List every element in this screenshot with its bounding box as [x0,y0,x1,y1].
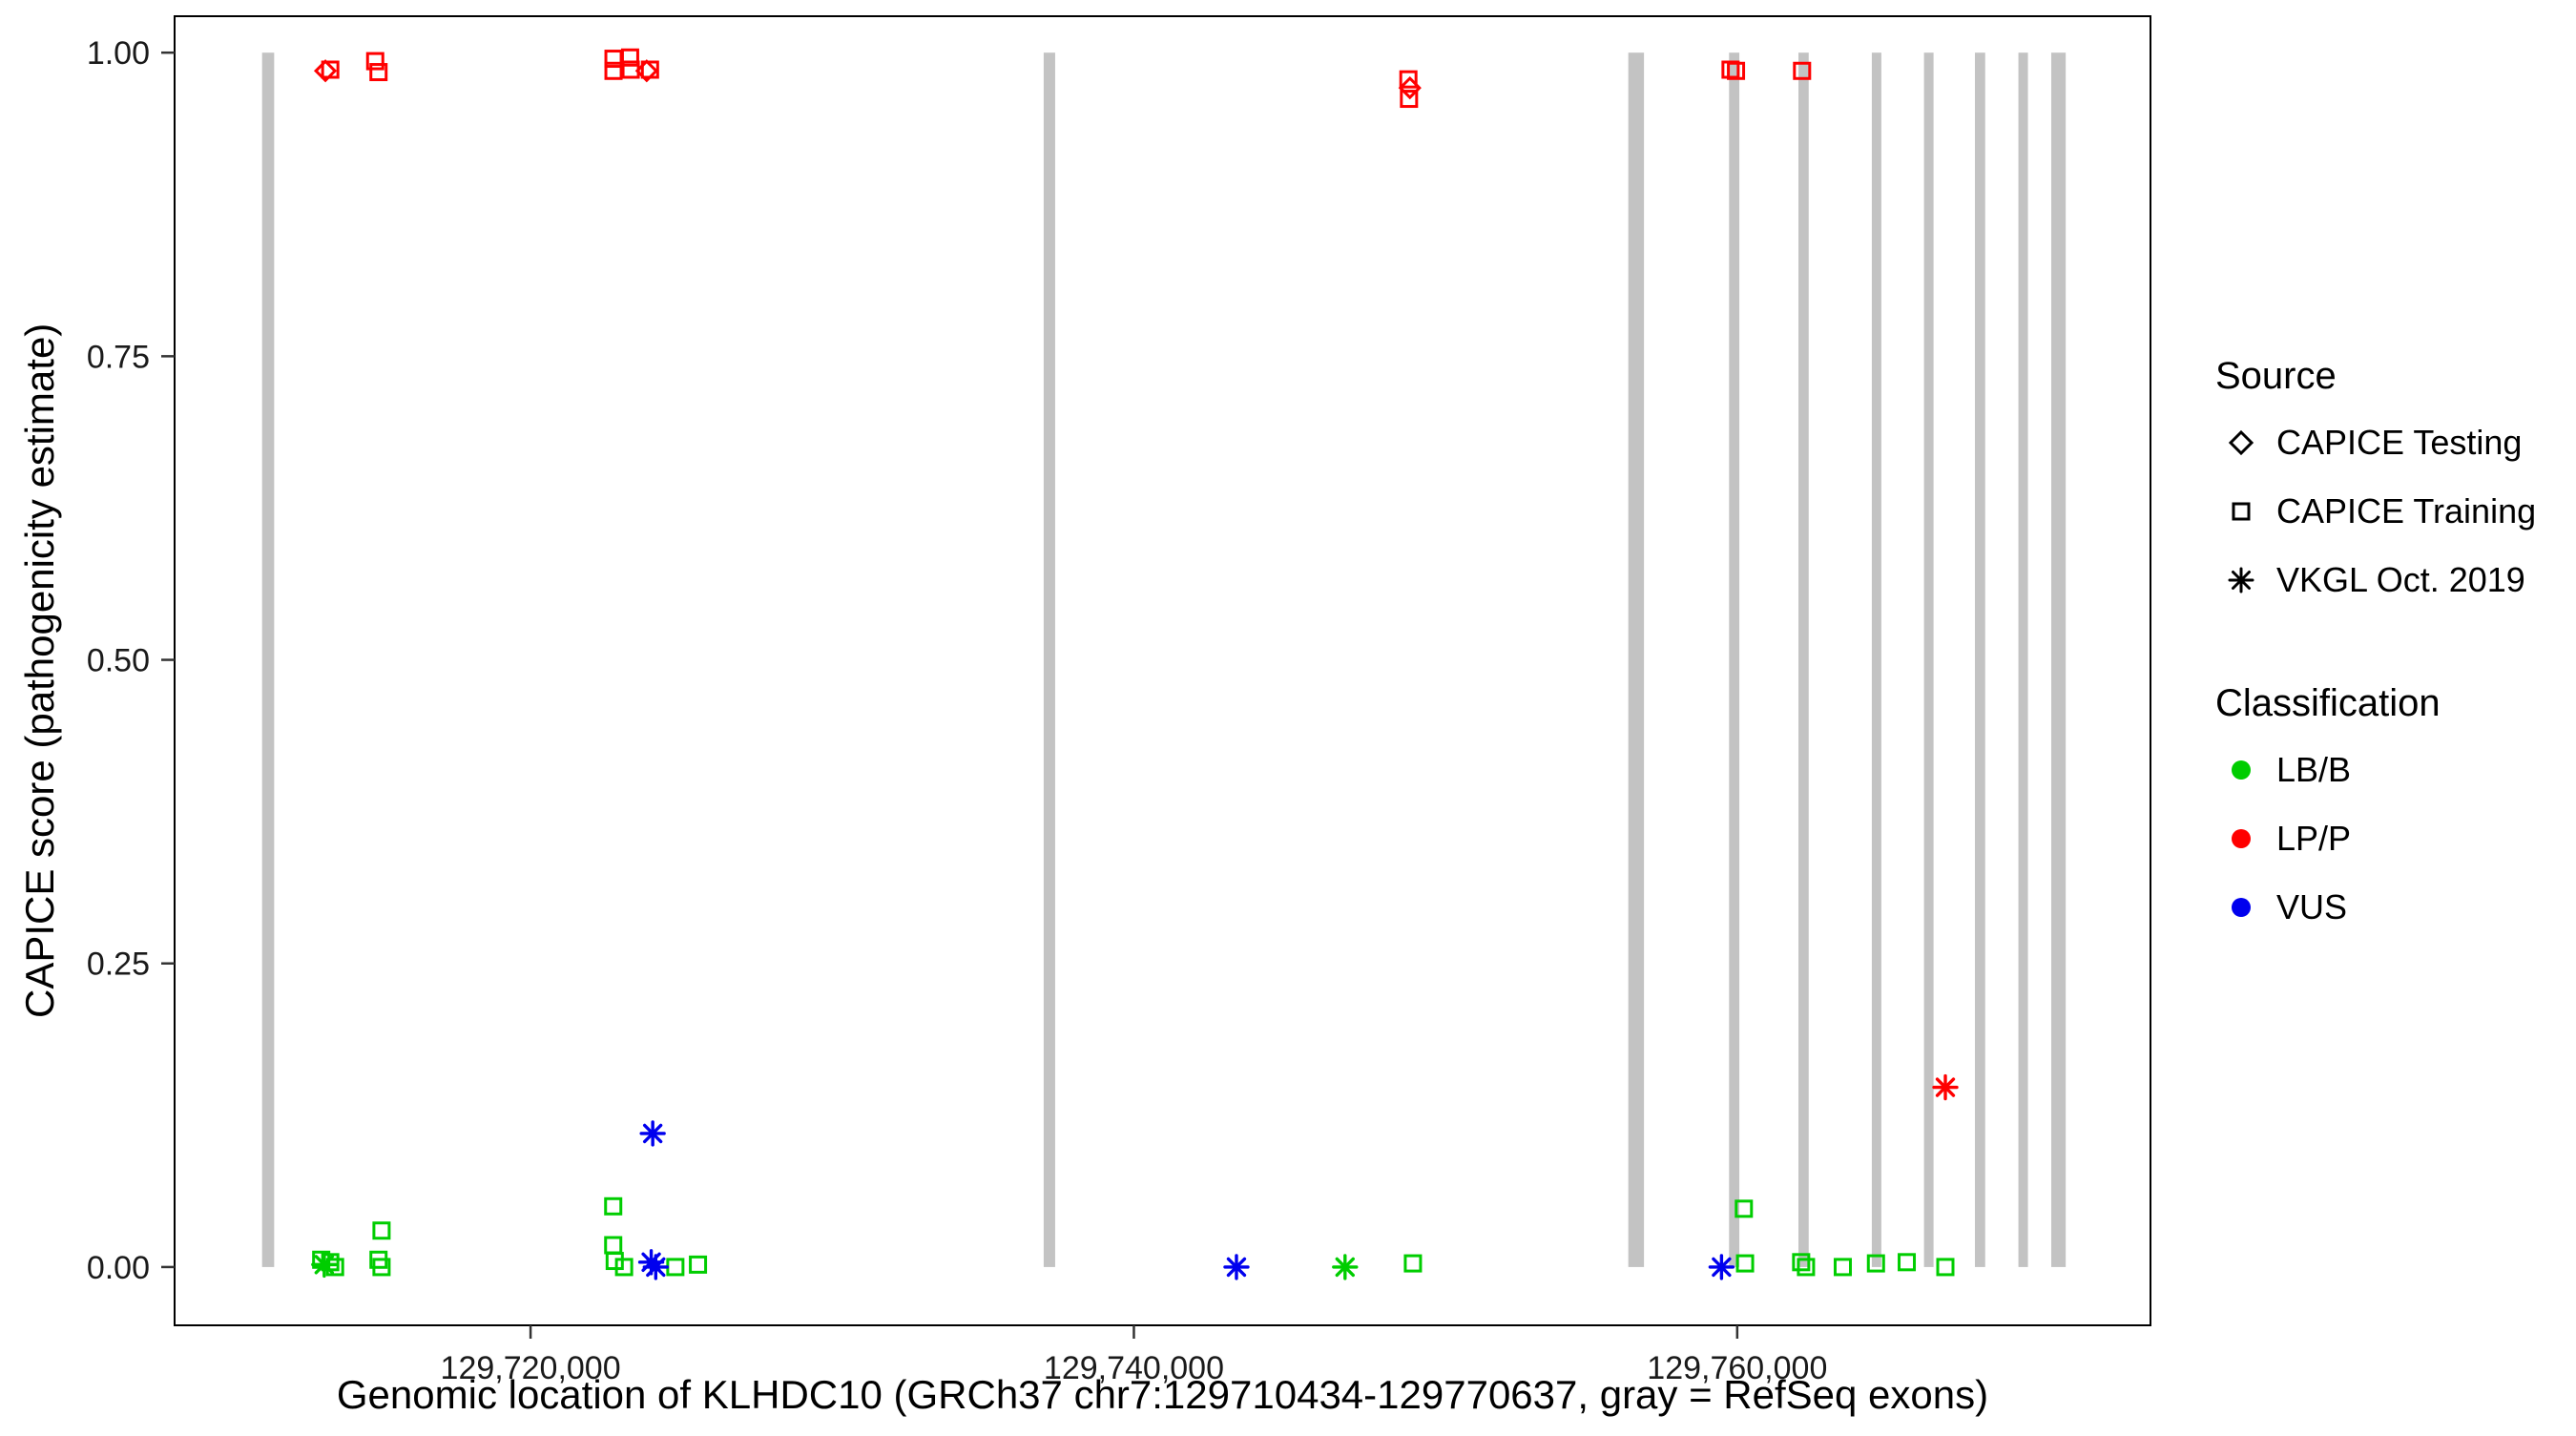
data-point [365,52,384,71]
data-point [1708,1254,1735,1280]
exon-bar [1974,52,1985,1267]
data-point [634,59,658,83]
exon-bar [261,52,275,1267]
data-point [372,1258,391,1277]
y-tick-label: 0.00 [87,1250,150,1286]
data-point [321,1253,340,1272]
legend-item-lbb: LB/B [2215,750,2559,790]
data-point [1403,1254,1423,1273]
legend-label: CAPICE Training [2276,491,2537,531]
data-point [325,1258,344,1277]
data-point [640,60,659,79]
square-icon [2221,491,2261,531]
data-point [620,48,639,67]
data-point [604,61,623,80]
data-point [1792,1253,1811,1272]
data-point [1735,1199,1754,1218]
asterisk-icon [2221,560,2261,600]
x-tick-label: 129,720,000 [441,1350,621,1386]
legend-source-group: Source CAPICE Testing CAPICE Training [2215,355,2559,600]
exon-bar [1798,52,1809,1267]
exon-bar [1923,52,1934,1267]
y-tick-label: 0.50 [87,643,150,679]
data-point [1223,1254,1250,1280]
data-point [313,59,338,83]
y-tick-label: 0.25 [87,947,150,983]
legend: Source CAPICE Testing CAPICE Training [2215,355,2559,956]
exon-bar [2050,52,2067,1267]
exon-bar [1043,52,1055,1267]
y-axis-label: CAPICE score (pathogenicity estimate) [17,323,62,1019]
diamond-icon [2221,423,2261,463]
data-point [372,1221,391,1240]
legend-item-capice-training: CAPICE Training [2215,491,2559,531]
legend-label: LB/B [2276,750,2352,789]
data-point [1936,1258,1955,1277]
data-point [369,63,388,82]
legend-source-title: Source [2215,355,2337,397]
legend-item-lpp: LP/P [2215,819,2559,859]
legend-item-vus: VUS [2215,887,2559,927]
legend-label: VKGL Oct. 2019 [2276,560,2525,599]
vus-dot-icon [2221,887,2261,927]
data-point [605,1252,624,1271]
data-point [1898,1253,1917,1272]
legend-label: CAPICE Testing [2276,423,2523,462]
exon-bar [1628,52,1645,1267]
legend-label: LP/P [2276,819,2352,858]
lbb-dot-icon [2221,750,2261,790]
legend-classification-group: Classification LB/B LP/P VUS [2215,682,2559,927]
data-point [1398,75,1422,100]
x-tick-label: 129,740,000 [1044,1350,1224,1386]
x-axis-label: Genomic location of KLHDC10 (GRCh37 chr7… [336,1372,1989,1417]
data-point [614,1258,634,1277]
data-point [321,60,340,79]
data-point [604,1197,623,1216]
data-point [1727,61,1746,80]
data-point [1399,70,1418,89]
data-point [604,1236,623,1255]
data-point [1833,1258,1852,1277]
data-point [689,1255,708,1274]
data-point [1735,1254,1755,1273]
legend-item-capice-testing: CAPICE Testing [2215,423,2559,463]
data-point [642,1254,670,1280]
x-tick-label: 129,760,000 [1647,1350,1827,1386]
exon-bar [1729,52,1740,1267]
data-point [311,1251,338,1279]
legend-label: VUS [2276,887,2348,926]
exon-bar [2018,52,2028,1267]
data-point [1793,61,1812,80]
y-tick-label: 1.00 [87,35,150,72]
legend-classification-title: Classification [2215,682,2441,724]
data-point [666,1258,685,1277]
legend-item-vkgl: VKGL Oct. 2019 [2215,560,2559,600]
data-point [1332,1254,1359,1280]
data-point [1932,1073,1959,1101]
panel-border [174,15,2151,1326]
data-point [1797,1258,1816,1277]
lpp-dot-icon [2221,819,2261,859]
exon-bar [1871,52,1881,1267]
data-point [639,1120,666,1147]
data-point [1866,1254,1885,1273]
data-point [1400,90,1419,109]
y-tick-label: 0.75 [87,339,150,375]
